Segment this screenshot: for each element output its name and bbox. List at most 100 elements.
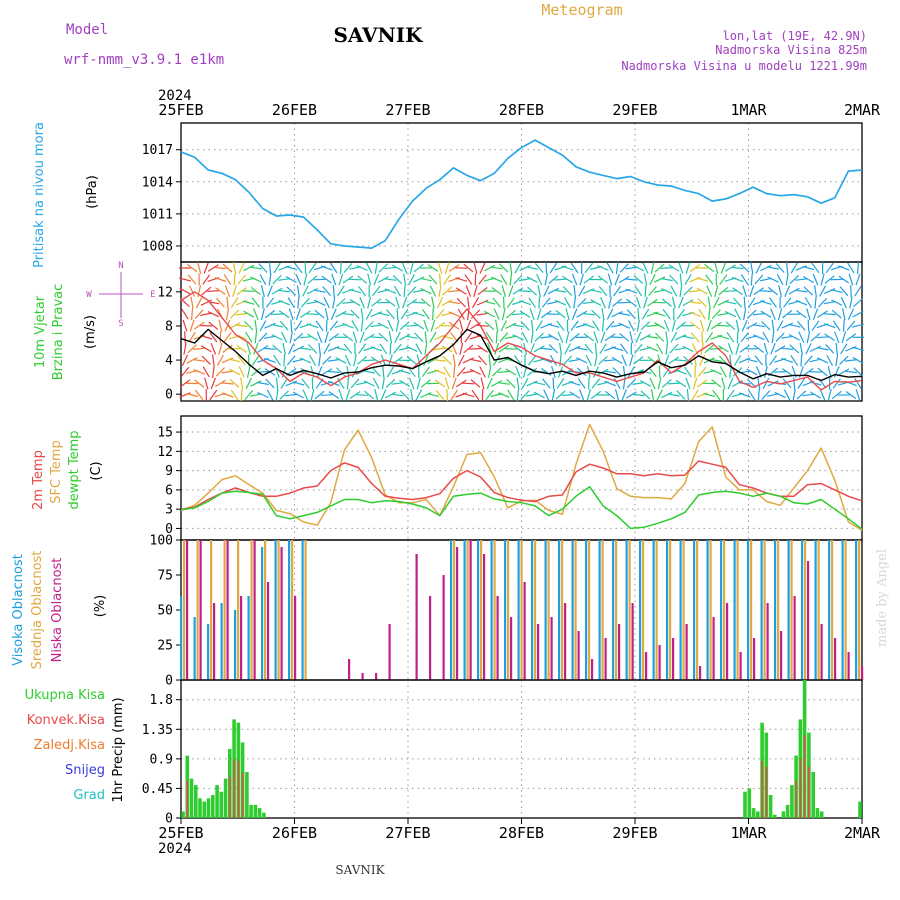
wind-arrow: [370, 336, 383, 339]
cloud-bar-high: [774, 540, 777, 680]
wind-arrow: [782, 378, 792, 389]
wind-arrow: [352, 331, 358, 344]
cloud-bar-low: [375, 673, 378, 680]
wind-arrow: [469, 368, 482, 376]
wind-arrow: [795, 289, 808, 293]
wind-arrow: [327, 370, 340, 374]
wind-arrow: [341, 301, 354, 304]
wind-arrow: [818, 297, 828, 308]
cloud-bar-mid: [223, 540, 226, 680]
wind-arrow: [740, 274, 749, 285]
wind-arrow: [618, 322, 630, 329]
wind-arrow: [576, 357, 588, 364]
wind-arrow: [625, 278, 638, 281]
wind-arrow: [663, 319, 670, 332]
wind-arrow: [357, 275, 368, 284]
wind-arrow: [412, 311, 425, 317]
wind-arrow: [243, 310, 255, 318]
y-tick-label: 9: [165, 464, 173, 479]
wind-arrow: [530, 331, 534, 344]
wind-arrow: [499, 263, 509, 273]
cloud-bar-mid: [588, 540, 591, 680]
wind-arrow: [543, 285, 550, 297]
cloud-bar-low: [658, 645, 661, 680]
wind-arrow: [644, 285, 647, 298]
wind-arrow: [221, 382, 234, 385]
wind-arrow: [704, 344, 715, 354]
wind-arrow: [401, 262, 408, 274]
wind-arrow: [434, 321, 446, 330]
wind-arrow: [280, 331, 288, 343]
wind-arrow: [533, 391, 545, 399]
wind-arrow: [841, 331, 847, 344]
wind-arrow: [685, 262, 691, 274]
wind-arrow: [776, 273, 784, 286]
wind-unit: (m/s): [83, 315, 98, 349]
wind-arrow: [696, 277, 709, 282]
wind-arrow: [189, 285, 196, 297]
wind-arrow: [260, 308, 265, 321]
wind-arrow: [313, 299, 326, 306]
x-tick-label-bottom: 25FEB: [158, 824, 203, 842]
wind-arrow: [600, 331, 606, 344]
wind-arrow: [732, 287, 743, 295]
wind-arrow: [242, 300, 255, 305]
wind-arrow: [413, 263, 424, 273]
wind-arrow: [528, 297, 536, 308]
wind-arrow: [508, 285, 514, 297]
cloud-bar-low: [550, 617, 553, 680]
wind-arrow: [832, 378, 841, 389]
wind-arrow: [810, 332, 821, 342]
y-tick-label: 75: [157, 569, 173, 584]
cloud-bar-high: [652, 540, 655, 680]
wind-arrow: [682, 299, 694, 307]
wind-arrow: [378, 332, 389, 342]
wind-arrow: [831, 390, 842, 400]
wind-arrow: [179, 287, 191, 295]
wind-arrow: [202, 366, 210, 378]
wind-arrow: [714, 262, 719, 274]
wind-arrow: [576, 367, 587, 377]
wind-arrow: [692, 377, 698, 390]
wind-arrow: [747, 389, 756, 401]
wind-arrow: [675, 379, 687, 388]
wind-arrow: [607, 273, 613, 286]
wind-arrow: [608, 296, 612, 309]
wind-arrow: [399, 379, 411, 388]
wind-arrow: [662, 366, 671, 378]
wind-arrow: [537, 285, 541, 298]
wind-arrow: [251, 355, 260, 366]
wind-arrow: [719, 274, 728, 285]
wind-arrow: [306, 287, 319, 295]
wind-arrow: [519, 310, 531, 319]
wind-arrow: [611, 336, 624, 339]
conv-precip-bar: [186, 780, 189, 818]
wind-arrow: [257, 391, 269, 399]
wind-arrow: [463, 263, 474, 273]
cloud-bar-low: [591, 659, 594, 680]
cloud-bar-low: [267, 582, 270, 680]
wind-arrow: [260, 285, 265, 298]
wind-arrow: [289, 331, 293, 344]
wind-arrow: [444, 262, 450, 274]
wind-arrow: [443, 366, 451, 378]
wind-arrow: [179, 392, 191, 398]
cloud-bar-mid: [736, 540, 739, 680]
wind-arrow: [442, 286, 452, 296]
wind-arrow: [186, 392, 199, 398]
wind-arrow: [788, 287, 800, 295]
wind-arrow: [743, 308, 747, 321]
conv-precip-bar: [808, 766, 810, 818]
cloud-bar-mid: [520, 540, 523, 680]
hail-label: Grad: [73, 788, 105, 803]
cloud-bar-low: [631, 603, 634, 680]
wind-arrow: [590, 299, 602, 307]
wind-arrow: [726, 389, 735, 401]
wind-arrow: [479, 262, 486, 274]
wind-arrow: [582, 323, 595, 329]
wind-arrow: [271, 334, 283, 341]
wind-arrow: [669, 274, 679, 285]
wind-arrow: [384, 391, 396, 399]
wind-arrow: [766, 266, 780, 270]
conv-precip-bar: [803, 735, 806, 818]
